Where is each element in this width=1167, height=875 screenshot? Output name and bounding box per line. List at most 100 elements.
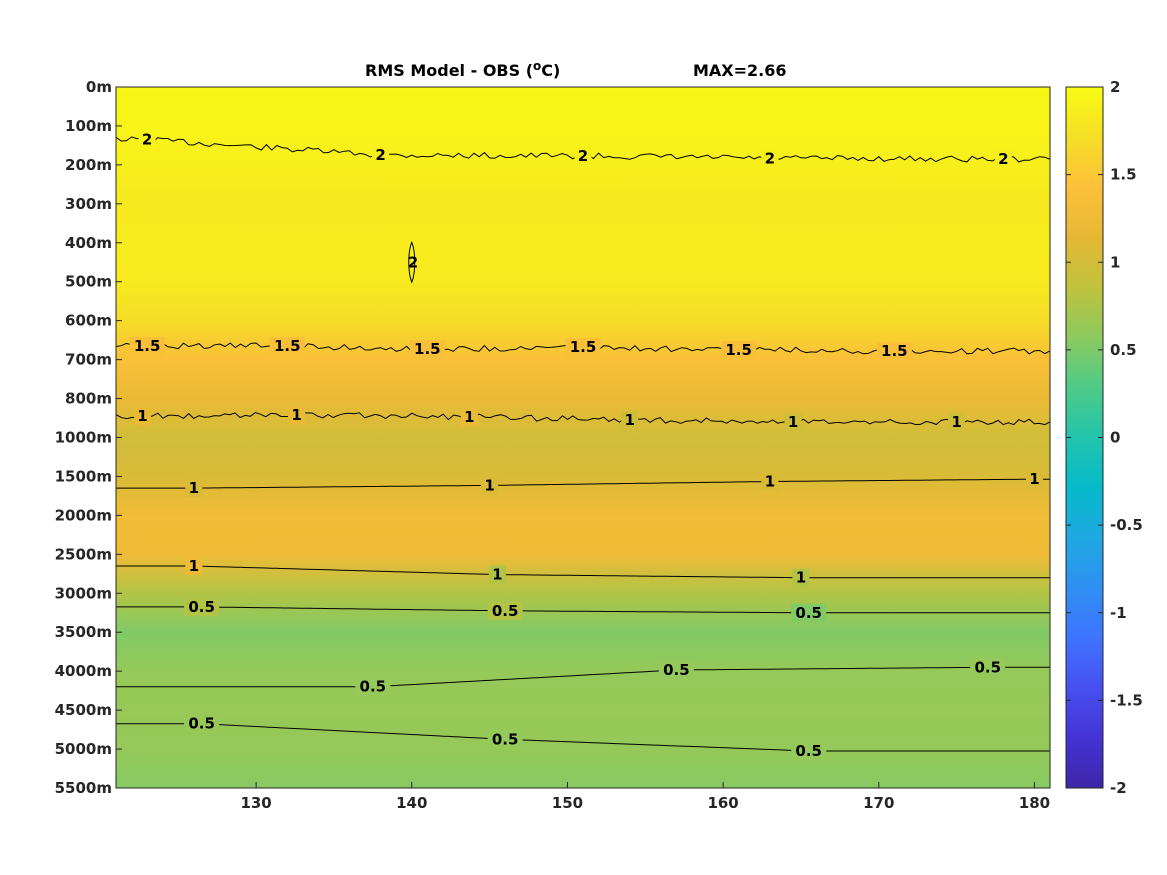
y-tick-label: 3000m [55, 584, 112, 602]
contour-label: 1 [624, 411, 634, 429]
colorbar-tick-label: -1 [1110, 604, 1127, 622]
contour-label-gap [269, 336, 305, 355]
max-annotation: MAX=2.66 [693, 61, 787, 80]
y-tick-label: 600m [65, 312, 112, 330]
contour-label: 0.5 [492, 602, 519, 620]
contour-label-gap [621, 410, 639, 429]
contour-label-gap [460, 407, 478, 426]
contour-label-gap [372, 146, 390, 165]
contour-label-gap [876, 342, 912, 361]
contour-label: 0.5 [360, 678, 387, 696]
contour-label: 2 [578, 147, 588, 165]
contour-label-gap [185, 557, 203, 576]
contour-label-gap [481, 476, 499, 495]
colorbar-tick-label: 1.5 [1110, 166, 1137, 184]
contour-label: 1 [189, 479, 199, 497]
title: RMS Model - OBS (oC) MAX=2.66 [365, 59, 787, 80]
contour-label: 1 [951, 413, 961, 431]
contour-label-gap [138, 130, 156, 149]
contour-label: 0.5 [795, 604, 822, 622]
contour-label-gap [129, 336, 165, 355]
contour-label-gap [791, 603, 827, 622]
contour-label-gap [792, 568, 810, 587]
contour-label-gap [791, 742, 827, 761]
contour-label: 0.5 [663, 661, 690, 679]
contour-line [116, 606, 1050, 614]
y-tick-label: 300m [65, 195, 112, 213]
contour-label-gap [355, 677, 391, 696]
contour-label: 1 [484, 476, 494, 494]
contour-line [116, 565, 1050, 579]
y-tick-label: 1000m [55, 429, 112, 447]
y-tick-label: 0m [86, 78, 112, 96]
contour-layer: 2 2 2 2 2 2 1.5 1.5 1.5 1.5 1.5 1.5 1 1 1 1 1 1 1 1 1 1 1 1 1 0.5… [116, 130, 1050, 761]
contour-label-gap [185, 479, 203, 498]
y-tick-label: 700m [65, 351, 112, 369]
y-tick-label: 5000m [55, 740, 112, 758]
colorbar-tick-label: -2 [1110, 779, 1127, 797]
contour-label-gap [994, 150, 1012, 169]
contour-label-gap [133, 407, 151, 426]
contour-label: 1.5 [274, 337, 301, 355]
contour-label-gap [574, 146, 592, 165]
x-tick-label: 140 [396, 794, 427, 812]
contour-line [116, 411, 1050, 426]
contour-label: 0.5 [492, 730, 519, 748]
contour-label: 2 [765, 149, 775, 167]
contour-label: 1.5 [414, 340, 441, 358]
y-tick-label: 3500m [55, 623, 112, 641]
y-tick-label: 5500m [55, 779, 112, 797]
contour-label: 1.5 [881, 342, 908, 360]
plot-area: 2 2 2 2 2 2 1.5 1.5 1.5 1.5 1.5 1.5 1 1 1 1 1 1 1 1 1 1 1 1 1 0.5… [115, 86, 1051, 789]
contour-label: 2 [408, 253, 418, 271]
y-tick-label: 800m [65, 390, 112, 408]
y-tick-label: 1500m [55, 467, 112, 485]
y-tick-label: 400m [65, 234, 112, 252]
contour-label-gap [970, 658, 1006, 677]
x-tick-label: 180 [1019, 794, 1050, 812]
contour-label: 2 [375, 146, 385, 164]
contour-label-gap [288, 405, 306, 424]
title-unit-superscript: o [533, 59, 541, 73]
contour-label: 1 [464, 408, 474, 426]
contour-label: 2 [142, 131, 152, 149]
contour-label: 1 [137, 407, 147, 425]
contour-line [116, 723, 1050, 752]
contour-label: 1 [1029, 470, 1039, 488]
chart-title: RMS Model - OBS (oC) [365, 59, 560, 80]
contour-label-gap [565, 338, 601, 357]
contour-label: 2 [998, 150, 1008, 168]
contour-label: 1.5 [570, 338, 597, 356]
heatmap-field [116, 87, 1050, 788]
y-tick-label: 500m [65, 273, 112, 291]
colorbar-tick-label: 1 [1110, 253, 1120, 271]
y-tick-label: 100m [65, 117, 112, 135]
contour-label-gap [1025, 470, 1043, 489]
contour-label: 0.5 [188, 598, 215, 616]
contour-label: 0.5 [974, 658, 1001, 676]
contour-label: 1 [796, 569, 806, 587]
x-tick-label: 150 [552, 794, 583, 812]
y-tick-label: 2500m [55, 545, 112, 563]
x-axis: 130 140 150 160 170 180 [240, 782, 1050, 812]
y-axis: 0m 100m 200m 300m 400m 500m 600m 700m 800m 1000m 1… [55, 78, 122, 797]
y-tick-label: 4500m [55, 701, 112, 719]
contour-label-gap [184, 714, 220, 733]
contour-line [408, 240, 416, 284]
contour-label-gap [721, 340, 757, 359]
contour-line [116, 666, 1050, 688]
contour-label: 1.5 [725, 341, 752, 359]
contour-label: 1 [291, 406, 301, 424]
colorbar-tick-label: -1.5 [1110, 691, 1143, 709]
contour-label-gap [184, 597, 220, 616]
contour-label: 1 [788, 413, 798, 431]
y-tick-label: 4000m [55, 662, 112, 680]
contour-label-gap [658, 660, 694, 679]
colorbar-ticks: 2 1.5 1 0.5 0 -0.5 -1 -1.5 -2 [1066, 78, 1143, 797]
contour-label-gap [409, 340, 445, 359]
contour-label-gap [487, 601, 523, 620]
contour-label: 1 [765, 473, 775, 491]
contour-label: 1 [492, 566, 502, 584]
colorbar-tick-label: 2 [1110, 78, 1120, 96]
